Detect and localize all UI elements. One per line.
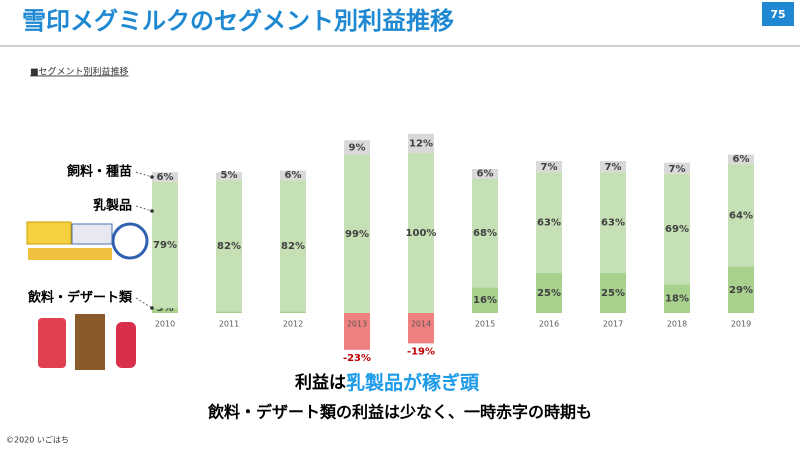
- value-label: 5%: [221, 170, 238, 181]
- bar-segment: [728, 154, 754, 165]
- bar-segment: [472, 169, 498, 179]
- bar-segment: [216, 172, 242, 181]
- page-number: 75: [770, 8, 785, 21]
- bar-segment: [280, 311, 306, 313]
- bar-segment: [280, 180, 306, 312]
- value-label: 7%: [605, 162, 622, 173]
- legend-dot: [150, 175, 154, 179]
- legend-leader: [135, 205, 153, 212]
- value-label: 7%: [541, 162, 558, 173]
- value-label: 6%: [285, 170, 302, 181]
- value-label: 6%: [157, 172, 174, 183]
- x-tick-label: 2014: [411, 320, 431, 329]
- x-tick-label: 2017: [603, 320, 623, 329]
- value-label: 29%: [729, 285, 753, 296]
- value-label: 3%: [157, 303, 174, 314]
- x-tick-label: 2018: [667, 320, 687, 329]
- x-tick-label: 2010: [155, 320, 175, 329]
- value-label: 25%: [537, 288, 561, 299]
- value-label: 63%: [537, 218, 561, 229]
- bar-segment: [216, 180, 242, 312]
- bar-segment: [344, 154, 370, 313]
- value-label: 64%: [729, 210, 753, 221]
- legend-leader: [135, 297, 153, 309]
- slide-title: 雪印メグミルクのセグメント別利益推移: [22, 7, 454, 35]
- x-tick-label: 2013: [347, 320, 367, 329]
- legend-dot: [150, 306, 154, 310]
- bar-segment: [472, 178, 498, 288]
- legend-label: 飼料・種苗: [66, 164, 132, 180]
- bar-segment: [472, 287, 498, 313]
- legend-dot: [150, 209, 154, 213]
- bar-segment: [664, 162, 690, 174]
- bar-segment: [152, 172, 178, 182]
- bar-segment: [664, 284, 690, 313]
- bar-segment: [152, 181, 178, 309]
- value-label: 82%: [217, 241, 241, 252]
- bar-segment: [408, 313, 434, 344]
- x-tick-label: 2019: [731, 320, 751, 329]
- value-label: -19%: [407, 346, 435, 357]
- value-label: 9%: [349, 142, 366, 153]
- value-label: 6%: [477, 169, 494, 180]
- bar-segment: [600, 172, 626, 273]
- value-label: 18%: [665, 294, 689, 305]
- bar-segment: [216, 311, 242, 313]
- bar-segment: [152, 308, 178, 313]
- value-label: 6%: [733, 154, 750, 165]
- product-images: [26, 221, 149, 370]
- footer: ©2020 いごはち: [6, 435, 69, 445]
- value-label: 82%: [281, 241, 305, 252]
- x-tick-label: 2015: [475, 320, 495, 329]
- value-label: -23%: [343, 353, 371, 364]
- value-label: 69%: [665, 224, 689, 235]
- value-label: 63%: [601, 218, 625, 229]
- value-label: 16%: [473, 295, 497, 306]
- value-label: 68%: [473, 228, 497, 239]
- bar-segment: [536, 172, 562, 273]
- x-tick-label: 2016: [539, 320, 559, 329]
- message-plain: 利益は: [295, 372, 346, 393]
- bar-segment: [280, 170, 306, 181]
- bar-segment: [664, 173, 690, 285]
- legend-label: 飲料・デザート類: [27, 290, 133, 306]
- bar-segment: [600, 161, 626, 173]
- value-label: 79%: [153, 240, 177, 251]
- value-label: 12%: [409, 138, 433, 149]
- legend-leader: [135, 171, 153, 178]
- bar-segment: [408, 133, 434, 153]
- bar-segment: [408, 153, 434, 313]
- bar-segment: [536, 161, 562, 173]
- bar-segment: [728, 266, 754, 313]
- legend-label: 乳製品: [93, 198, 132, 214]
- message-highlight: 乳製品が稼ぎ頭: [346, 371, 480, 394]
- bar-segment: [728, 164, 754, 267]
- bar-segment: [600, 273, 626, 313]
- bar-segment: [536, 273, 562, 313]
- value-label: 7%: [669, 164, 686, 175]
- chart-subtitle: ■セグメント別利益推移: [30, 66, 129, 78]
- message-line1: 利益は乳製品が稼ぎ頭: [295, 371, 480, 394]
- bar-segment: [344, 313, 370, 350]
- value-label: 25%: [601, 288, 625, 299]
- x-tick-label: 2011: [219, 320, 239, 329]
- value-label: 99%: [345, 229, 369, 240]
- bar-segment: [344, 140, 370, 155]
- page-box: [762, 2, 794, 26]
- x-tick-label: 2012: [283, 320, 303, 329]
- message-line2: 飲料・デザート類の利益は少なく、一時赤字の時期も: [207, 403, 592, 422]
- value-label: 100%: [406, 228, 437, 239]
